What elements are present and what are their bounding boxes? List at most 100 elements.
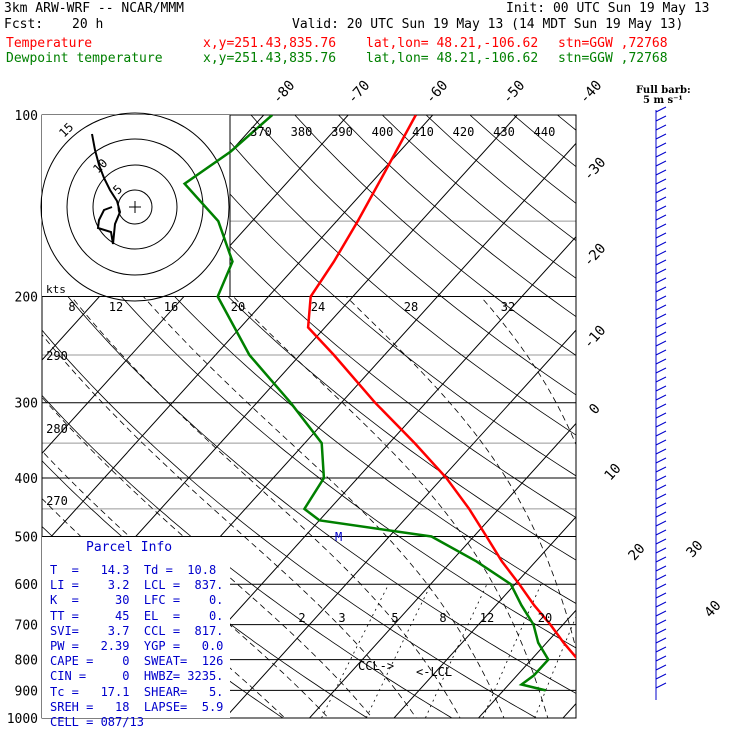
- wind-barb: [655, 133, 667, 140]
- parcel-info-row: T = 14.3 Td = 10.8: [50, 563, 217, 577]
- dry-adiabat: [381, 115, 576, 279]
- wind-barb: [655, 646, 667, 653]
- mixing-ratio-label: 12: [480, 611, 494, 625]
- hodograph-ring: [92, 164, 178, 250]
- speed-label: 12: [109, 300, 123, 314]
- wind-barb: [655, 520, 667, 527]
- wind-barb: [655, 610, 667, 617]
- pressure-label: 900: [15, 684, 38, 699]
- isotherm-label: 10: [601, 461, 624, 484]
- hodograph-ring: [66, 138, 204, 276]
- theta-label: 290: [46, 349, 68, 363]
- temperature-legend-label: Temperature: [6, 36, 93, 51]
- parcel-info-row: CELL = 087/13: [50, 715, 144, 729]
- barb-legend-value: 5 m s⁻¹: [643, 95, 683, 106]
- wind-barb: [655, 349, 667, 356]
- hodograph-units: kts: [46, 283, 66, 296]
- dry-adiabat: [250, 115, 576, 396]
- forecast-hour: 20 h: [72, 17, 104, 32]
- moist-adiabat: [70, 296, 461, 718]
- wind-barb: [655, 241, 667, 248]
- parcel-info-panel: [42, 537, 230, 718]
- dry-adiabat: [294, 115, 576, 356]
- moist-adiabat: [42, 450, 329, 718]
- wind-barb: [655, 250, 667, 257]
- temperature-xy: x,y=251.43,835.76: [203, 36, 337, 51]
- barb-legend-label: Full barb:: [636, 85, 691, 96]
- dry-adiabat: [42, 129, 576, 604]
- parcel-info-row: SVI= 3.7 CCL = 817.: [50, 623, 224, 638]
- dry-adiabat: [42, 263, 576, 694]
- wind-barb: [655, 376, 667, 383]
- dry-adiabat: [163, 115, 576, 477]
- speed-label: 20: [231, 300, 245, 314]
- moist-adiabat: [480, 296, 576, 446]
- pressure-label: 600: [15, 578, 38, 593]
- wind-barb: [655, 511, 667, 518]
- wind-barb: [655, 556, 667, 563]
- wind-barb: [655, 448, 667, 455]
- isotherm: [308, 422, 576, 718]
- pressure-label: 800: [15, 654, 38, 669]
- wind-barb: [655, 169, 667, 176]
- parcel-info-row: K = 30 LFC = 0.: [50, 593, 224, 608]
- parcel-info-row: LI = 3.2 LCL = 837.: [50, 578, 224, 593]
- parcel-info-title: Parcel Info: [86, 540, 173, 555]
- wind-barb: [655, 268, 667, 275]
- moist-adiabat: [232, 296, 549, 718]
- speed-label: 16: [164, 300, 178, 314]
- isotherm-label: -70: [345, 78, 374, 108]
- wind-barb: [655, 196, 667, 203]
- pressure-label: 700: [15, 619, 38, 634]
- pressure-label: 500: [15, 530, 38, 545]
- plot-frame: [41, 114, 577, 719]
- parcel-info-row: CIN = 0 HWBZ= 3235.: [50, 669, 224, 684]
- dry-adiabat: [513, 115, 576, 168]
- wind-barb: [655, 682, 667, 689]
- mixing-ratio-label: 2: [298, 611, 305, 625]
- wind-barb: [655, 637, 667, 644]
- wind-barb: [655, 232, 667, 239]
- wind-barb: [655, 421, 667, 428]
- dry-adiabat: [75, 115, 576, 561]
- theta-label: 430: [493, 125, 515, 139]
- theta-label: 420: [453, 125, 475, 139]
- isotherm-label: -20: [581, 241, 610, 271]
- pressure-label: 1000: [7, 712, 38, 727]
- parcel-info-row: Tc = 17.1 SHEAR= 5.: [50, 684, 224, 699]
- wind-barb: [655, 574, 667, 581]
- wind-barb: [655, 529, 667, 536]
- dewpoint-curve: [182, 115, 550, 692]
- wind-barb: [655, 187, 667, 194]
- wind-barb: [655, 538, 667, 545]
- wind-barb: [655, 259, 667, 266]
- wind-barb: [655, 115, 667, 122]
- theta-label: 440: [534, 125, 556, 139]
- isotherm-label: 30: [683, 538, 706, 561]
- hodograph-trace: [91, 133, 122, 245]
- parcel-info-row: TT = 45 EL = 0.: [50, 608, 224, 623]
- wind-barb: [655, 619, 667, 626]
- theta-label: 270: [46, 494, 68, 508]
- isotherm-label: 0: [586, 401, 604, 418]
- dry-adiabat: [42, 394, 453, 718]
- isotherm-label: -10: [581, 323, 610, 353]
- init-time: Init: 00 UTC Sun 19 May 13: [506, 1, 710, 16]
- isotherm: [42, 115, 349, 455]
- mixing-ratio-line: [482, 584, 542, 718]
- isotherm: [393, 516, 576, 718]
- isotherm: [636, 87, 740, 730]
- pressure-label: 100: [15, 109, 38, 124]
- hodograph-background: [42, 115, 230, 296]
- mixing-ratio-line: [603, 584, 654, 718]
- wind-barb: [655, 223, 667, 230]
- dry-adiabat: [119, 115, 576, 519]
- wind-barb: [655, 313, 667, 320]
- wind-barb: [655, 502, 667, 509]
- theta-label: 400: [372, 125, 394, 139]
- isotherm-label: 20: [625, 541, 648, 564]
- theta-label: 280: [46, 422, 68, 436]
- mixing-ratio-label: 3: [338, 611, 345, 625]
- wind-barb: [655, 322, 667, 329]
- pressure-label: 200: [15, 291, 38, 306]
